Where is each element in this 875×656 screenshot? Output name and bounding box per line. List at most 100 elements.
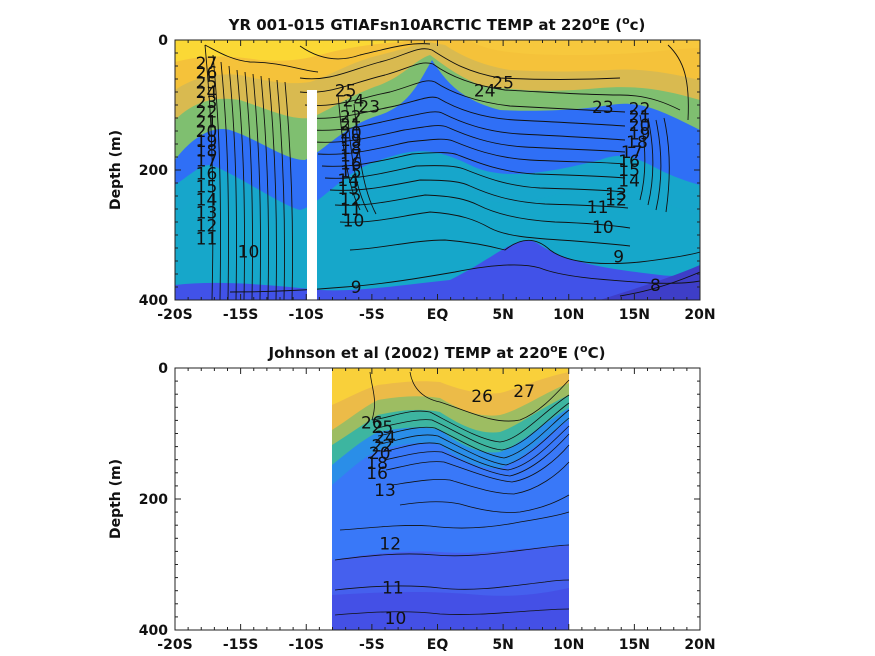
top-contour-label: 8 <box>650 276 661 296</box>
bottom-contours <box>334 371 570 616</box>
top-contour-label: 20 <box>629 116 651 136</box>
top-contours <box>204 43 700 300</box>
top-contour-label: 21 <box>196 112 218 132</box>
top-contour-label: 9 <box>351 278 362 298</box>
bottom-contour-label: 18 <box>366 454 388 474</box>
top-contour-label: 13 <box>605 185 627 205</box>
top-y-tick-label: 200 <box>139 163 168 179</box>
top-contour-label: 21 <box>340 116 362 136</box>
top-x-tick-label: -15S <box>223 307 258 323</box>
top-contour-label: 17 <box>621 143 643 163</box>
top-contour-label: 16 <box>196 164 218 184</box>
bottom-contour-label: 20 <box>369 444 391 464</box>
top-contour-label: 22 <box>196 103 218 123</box>
bottom-contour-label: 27 <box>513 382 535 402</box>
top-contour-label: 22 <box>629 99 651 119</box>
top-x-ticks: -20S -15S -10S -5S EQ 5N 10N 15N 20N <box>157 40 716 323</box>
bottom-x-tick-label: 20N <box>684 637 715 653</box>
top-contour-label: 10 <box>238 242 260 262</box>
top-contour-label: 14 <box>196 190 218 210</box>
bottom-y-tick-label: 0 <box>158 361 168 377</box>
top-x-tick-label: EQ <box>427 307 449 323</box>
top-heatmap: 2726252423222120191817161514131211102524… <box>175 40 700 300</box>
top-chart-title: YR 001-015 GTIAFsn10ARCTIC TEMP at 220oE… <box>228 14 646 34</box>
top-warm-hot <box>175 40 410 62</box>
top-deepest <box>600 265 700 300</box>
bottom-y-ticks: 0 200 400 <box>139 361 700 639</box>
top-y-tick-label: 0 <box>158 33 168 49</box>
top-x-tick-label: 10N <box>553 307 584 323</box>
top-contour-label: 23 <box>592 98 614 118</box>
bottom-contour-label: 26 <box>361 413 383 433</box>
top-contour-label: 23 <box>358 97 380 117</box>
bottom-yellow <box>332 368 569 405</box>
top-contour-label: 10 <box>343 212 365 232</box>
top-contour-label: 13 <box>196 203 218 223</box>
top-contour-label: 19 <box>196 132 218 152</box>
top-contour-label: 15 <box>618 161 640 181</box>
top-contour-label: 18 <box>340 139 362 159</box>
top-contour-label: 17 <box>196 151 218 171</box>
top-contour-label: 18 <box>196 142 218 162</box>
top-contour-label: 11 <box>196 229 218 249</box>
top-contour-label: 15 <box>340 162 362 182</box>
top-contour-label: 14 <box>337 171 359 191</box>
top-y-tick-label: 400 <box>139 293 168 309</box>
top-contour-label: 11 <box>587 198 609 218</box>
bottom-contour-label: 26 <box>471 387 493 407</box>
top-contour-label: 12 <box>605 190 627 210</box>
top-contour-label: 24 <box>474 82 496 102</box>
top-contour-label: 16 <box>618 152 640 172</box>
top-contour-label: 17 <box>340 147 362 167</box>
top-contour-label: 19 <box>340 131 362 151</box>
bottom-y-tick-label: 400 <box>139 623 168 639</box>
bottom-x-tick-label: 10N <box>553 637 584 653</box>
top-contour-label: 12 <box>340 190 362 210</box>
top-deep <box>175 240 700 300</box>
top-contour-label: 21 <box>629 108 651 128</box>
bottom-contour-label: 12 <box>379 535 401 555</box>
top-x-tick-label: 15N <box>619 307 650 323</box>
top-contour-label: 22 <box>340 108 362 128</box>
top-contour-label: 15 <box>196 177 218 197</box>
top-contour-label: 9 <box>613 247 624 267</box>
top-panel: YR 001-015 GTIAFsn10ARCTIC TEMP at 220oE… <box>108 14 716 323</box>
bottom-x-ticks: -20S -15S -10S -5S EQ 5N 10N 15N 20N <box>157 368 716 653</box>
bottom-contour-label: 16 <box>366 464 388 484</box>
top-x-tick-label: 5N <box>492 307 513 323</box>
top-contour-label: 16 <box>340 155 362 175</box>
bottom-x-tick-label: -10S <box>289 637 324 653</box>
top-contour-label: 19 <box>629 125 651 145</box>
top-contour-label: 11 <box>340 200 362 220</box>
top-x-tick-label: -10S <box>289 307 324 323</box>
top-contour-label: 25 <box>196 73 218 93</box>
top-contour-label: 26 <box>196 64 218 84</box>
top-contour-label: 27 <box>196 54 218 74</box>
bottom-contour-label: 10 <box>385 609 407 629</box>
bottom-x-tick-label: EQ <box>427 637 449 653</box>
bottom-contour-label: 13 <box>374 481 396 501</box>
top-contour-label: 14 <box>618 171 640 191</box>
bottom-chart-title: Johnson et al (2002) TEMP at 220oE (oC) <box>268 342 606 362</box>
top-y-ticks: 0 200 400 <box>139 33 700 309</box>
bottom-deepest <box>332 588 569 630</box>
top-x-tick-label: 20N <box>684 307 715 323</box>
top-contour-label: 24 <box>343 91 365 111</box>
bottom-contour-label: 25 <box>372 418 394 438</box>
bottom-x-tick-label: 5N <box>492 637 513 653</box>
top-contour-label: 10 <box>592 218 614 238</box>
bottom-x-tick-label: -20S <box>157 637 192 653</box>
bottom-x-tick-label: -15S <box>223 637 258 653</box>
bottom-x-tick-label: 15N <box>619 637 650 653</box>
top-x-tick-label: -20S <box>157 307 192 323</box>
top-x-tick-label: -5S <box>359 307 385 323</box>
top-contour-label: 24 <box>196 83 218 103</box>
top-contour-labels: 2726252423222120191817161514131211102524… <box>196 54 661 298</box>
top-contour-label: 23 <box>196 93 218 113</box>
top-warm-hot-right <box>470 40 700 56</box>
top-contour-label: 20 <box>196 122 218 142</box>
top-contour-label: 13 <box>337 179 359 199</box>
